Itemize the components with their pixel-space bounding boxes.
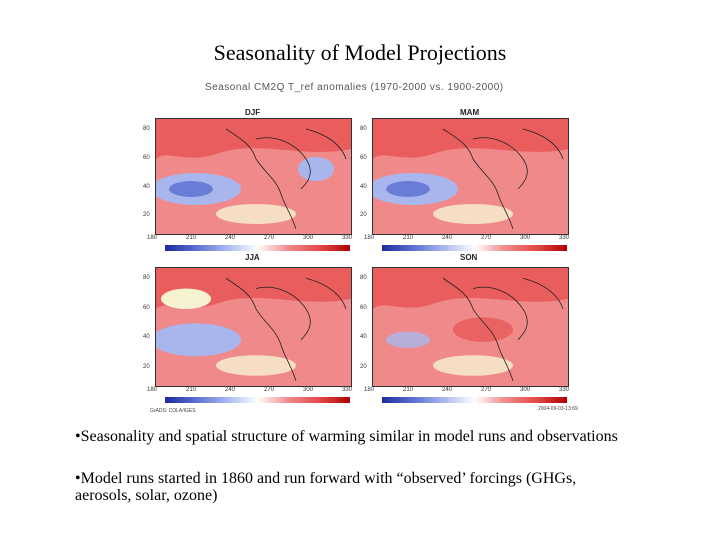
lon-tick: 330 — [559, 387, 570, 393]
lon-tick: 300 — [520, 235, 531, 241]
lat-tick: 20 — [143, 363, 150, 370]
bullet-text: Model runs started in 1860 and run forwa… — [75, 470, 577, 504]
bullet-1: •Seasonality and spatial structure of wa… — [75, 428, 635, 445]
lon-tick: 240 — [442, 387, 453, 393]
lat-tick: 20 — [360, 363, 367, 370]
colorbar — [165, 397, 350, 403]
lat-tick: 60 — [360, 154, 367, 161]
map-djf — [155, 118, 352, 235]
credit-right: 2004-09-03-13:69 — [538, 406, 578, 412]
colorbar — [382, 397, 567, 403]
lon-tick: 270 — [264, 387, 275, 393]
lat-tick: 40 — [143, 334, 150, 340]
lat-tick: 60 — [143, 154, 150, 161]
panel-label-jja: JJA — [245, 253, 260, 262]
lon-tick: 180 — [147, 387, 158, 393]
lon-tick: 330 — [342, 235, 353, 241]
lat-tick: 40 — [360, 334, 367, 340]
lon-tick: 300 — [520, 387, 531, 393]
lon-tick: 210 — [403, 387, 414, 393]
map-jja — [155, 267, 352, 387]
lat-tick: 20 — [360, 212, 367, 219]
bullet-mark: • — [75, 428, 81, 445]
lon-tick: 210 — [186, 387, 197, 393]
figure-caption: Seasonal CM2Q T_ref anomalies (1970-2000… — [205, 82, 504, 93]
lon-tick: 180 — [364, 387, 375, 393]
lon-tick: 330 — [559, 235, 570, 241]
lat-tick: 80 — [360, 126, 367, 132]
map-mam — [372, 118, 569, 235]
credit-left: GrADS: COLA/IGES — [150, 408, 196, 414]
lon-tick: 180 — [147, 235, 158, 241]
lon-tick: 270 — [481, 235, 492, 241]
lon-tick: 240 — [442, 235, 453, 241]
lat-tick: 40 — [143, 183, 150, 190]
panel-label-djf: DJF — [245, 108, 261, 117]
lat-tick: 60 — [360, 304, 367, 311]
lon-tick: 270 — [481, 387, 492, 393]
lon-tick: 270 — [264, 235, 275, 241]
lat-tick: 60 — [143, 304, 150, 311]
bullet-2: •Model runs started in 1860 and run forw… — [75, 470, 635, 504]
lon-tick: 210 — [403, 235, 414, 241]
colorbar — [165, 245, 350, 251]
lat-tick: 80 — [360, 275, 367, 281]
lat-tick: 80 — [143, 126, 150, 132]
lon-tick: 240 — [225, 235, 236, 241]
bullet-text: Seasonality and spatial structure of war… — [80, 428, 618, 445]
slide-title: Seasonality of Model Projections — [213, 40, 507, 65]
lon-tick: 300 — [303, 387, 314, 393]
bullet-mark: • — [75, 470, 81, 487]
lat-tick: 80 — [143, 275, 150, 281]
colorbar — [382, 245, 567, 251]
panel-label-son: SON — [460, 253, 478, 262]
lat-tick: 40 — [360, 183, 367, 190]
lon-tick: 330 — [342, 387, 353, 393]
lat-tick: 20 — [143, 212, 150, 219]
map-son — [372, 267, 569, 387]
lon-tick: 240 — [225, 387, 236, 393]
lon-tick: 300 — [303, 235, 314, 241]
lon-tick: 180 — [364, 235, 375, 241]
panel-label-mam: MAM — [460, 108, 480, 117]
lon-tick: 210 — [186, 235, 197, 241]
